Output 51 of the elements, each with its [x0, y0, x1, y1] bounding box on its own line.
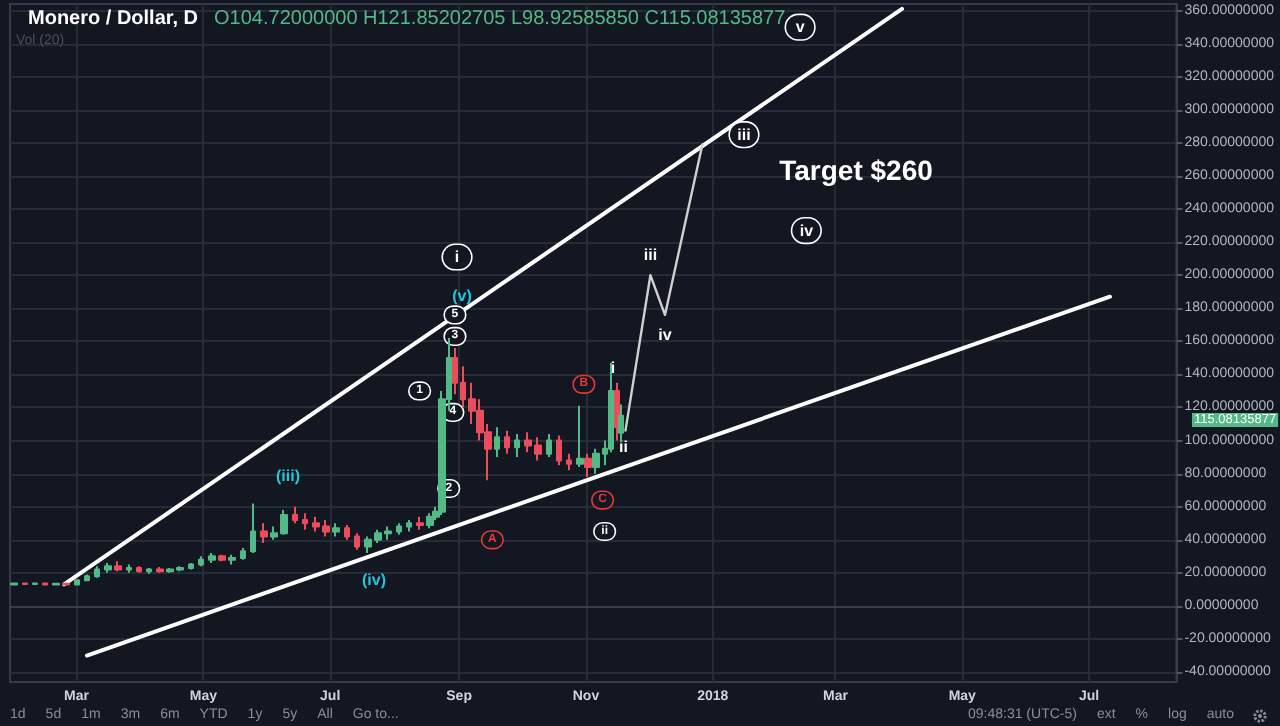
candlestick — [614, 381, 620, 442]
annotation: Target $260 — [779, 154, 934, 186]
chart-subtitle: O104.72000000 H121.85202705 L98.92585850 C115.08135877 — [214, 8, 786, 30]
candlestick — [94, 565, 100, 579]
line-series — [624, 143, 704, 432]
candlestick — [344, 523, 350, 541]
candlestick — [566, 452, 572, 472]
candlestick — [126, 563, 132, 574]
candlestick — [514, 432, 520, 459]
candlestick — [576, 404, 584, 469]
annotation: iv — [658, 325, 673, 344]
annotation: v — [795, 18, 806, 37]
candlestick — [208, 552, 216, 564]
candlestick — [354, 532, 360, 551]
candlestick — [332, 522, 340, 538]
candlestick — [426, 512, 434, 530]
annotation: iv — [799, 221, 815, 240]
candlestick — [198, 555, 204, 568]
candlestick — [146, 566, 152, 575]
candlestick — [74, 578, 80, 586]
annotation: iii — [643, 246, 658, 265]
candlestick — [556, 434, 562, 467]
candlestick — [240, 547, 246, 561]
candlestick — [218, 553, 226, 563]
candlestick — [592, 447, 600, 475]
annotation: i — [610, 358, 616, 377]
candlestick — [250, 502, 256, 555]
candlestick — [302, 512, 308, 531]
candlestick — [546, 432, 552, 459]
annotation: (v) — [452, 287, 473, 305]
annotation: (iii) — [276, 467, 301, 485]
chart-title: Monero / Dollar, D — [28, 8, 199, 30]
candlestick — [494, 426, 500, 459]
candlestick — [136, 565, 142, 574]
candlestick — [406, 518, 412, 533]
candlestick — [584, 452, 592, 478]
candlestick — [504, 429, 510, 455]
annotation: iii — [737, 125, 751, 144]
candlestick — [104, 561, 112, 574]
annotation: i — [454, 248, 460, 267]
candlestick — [114, 560, 122, 573]
annotation: (iv) — [362, 571, 387, 589]
candlestick — [228, 553, 236, 566]
candlestick — [292, 505, 298, 525]
candlestick — [396, 522, 402, 536]
candlestick — [84, 573, 90, 583]
candlestick — [618, 403, 624, 444]
candlestick — [156, 566, 164, 574]
candlestick — [416, 515, 424, 531]
candlestick — [188, 561, 194, 571]
candlestick — [260, 522, 268, 545]
